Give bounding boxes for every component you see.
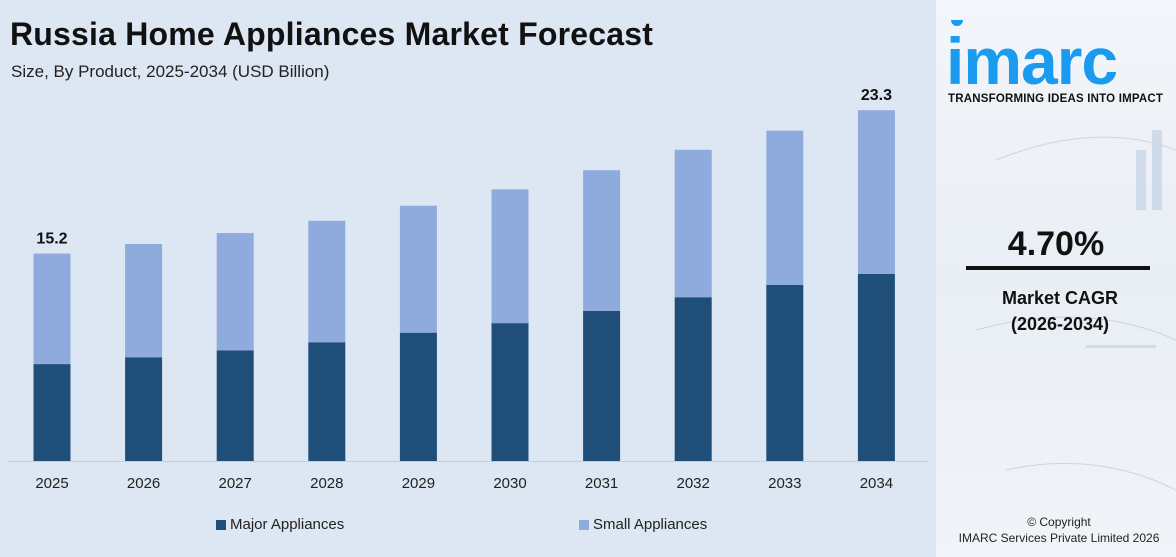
chart-legend: Major Appliances Small Appliances xyxy=(0,516,936,536)
cagr-label-line1: Market CAGR xyxy=(1001,288,1119,308)
bar-2032-small xyxy=(674,149,712,298)
copyright-line1: © Copyright xyxy=(1027,515,1091,529)
bar-2028-major xyxy=(308,342,346,461)
side-panel: imarc TRANSFORMING IDEAS INTO IMPACT 4.7… xyxy=(936,0,1176,557)
chart-subtitle: Size, By Product, 2025-2034 (USD Billion… xyxy=(11,62,330,81)
copyright-line2: IMARC Services Private Limited 2026 xyxy=(958,531,1160,545)
data-label-2025: 15.2 xyxy=(36,231,67,248)
x-tick-label-2034: 2034 xyxy=(860,475,893,492)
x-tick-label-2033: 2033 xyxy=(768,475,801,492)
x-tick-label-2031: 2031 xyxy=(585,475,618,492)
bar-2031-major xyxy=(583,310,621,461)
bar-2030-major xyxy=(491,323,529,461)
bar-2033-major xyxy=(766,284,804,461)
bar-2029-major xyxy=(399,332,437,461)
x-tick-label-2032: 2032 xyxy=(677,475,710,492)
cagr-label: Market CAGR (2026-2034) xyxy=(936,285,1176,337)
cagr-divider xyxy=(966,266,1150,270)
bar-2032-major xyxy=(674,297,712,461)
cagr-value: 4.70% xyxy=(1007,225,1105,263)
bar-2025-major xyxy=(33,364,71,461)
bar-2031-small xyxy=(583,170,621,311)
stacked-bar-chart: 2025 15.2 2026 2027 2028 2029 2030 2031 2032 2033… xyxy=(8,87,928,492)
legend-label-major: Major Appliances xyxy=(230,516,345,533)
x-tick-label-2027: 2027 xyxy=(219,475,252,492)
bar-2025-small xyxy=(33,253,71,365)
x-tick-label-2029: 2029 xyxy=(402,475,435,492)
legend-item-small-appliances: Small Appliances xyxy=(579,516,707,533)
bar-2027-major xyxy=(216,350,254,461)
copyright: © Copyright IMARC Services Private Limit… xyxy=(936,514,1176,546)
legend-label-small: Small Appliances xyxy=(593,516,708,533)
x-tick-label-2030: 2030 xyxy=(493,475,526,492)
cagr-label-line2: (2026-2034) xyxy=(1010,314,1110,334)
legend-item-major-appliances: Major Appliances xyxy=(216,516,344,533)
bar-2027-small xyxy=(216,233,254,351)
bar-2030-small xyxy=(491,189,529,324)
bar-2028-small xyxy=(308,220,346,343)
legend-swatch-small xyxy=(579,519,589,530)
chart-title: Russia Home Appliances Market Forecast xyxy=(10,16,654,52)
x-tick-label-2028: 2028 xyxy=(310,475,343,492)
x-tick-label-2026: 2026 xyxy=(127,475,160,492)
bar-2029-small xyxy=(399,205,437,333)
x-tick-label-2025: 2025 xyxy=(35,475,68,492)
bar-2033-small xyxy=(766,130,804,285)
background-chart-decoration xyxy=(975,130,1176,491)
legend-swatch-major xyxy=(216,519,226,530)
chart-panel: Russia Home Appliances Market Forecast S… xyxy=(0,16,936,536)
logo-wordmark: imarc xyxy=(946,24,1117,90)
data-label-2034: 23.3 xyxy=(861,87,892,104)
imarc-logo: imarc xyxy=(946,20,1118,90)
bar-2026-major xyxy=(125,357,163,461)
brand-tagline: TRANSFORMING IDEAS INTO IMPACT xyxy=(948,93,1164,105)
bar-2034-small xyxy=(857,110,895,274)
bar-2034-major xyxy=(857,273,895,461)
bar-2026-small xyxy=(125,243,163,358)
